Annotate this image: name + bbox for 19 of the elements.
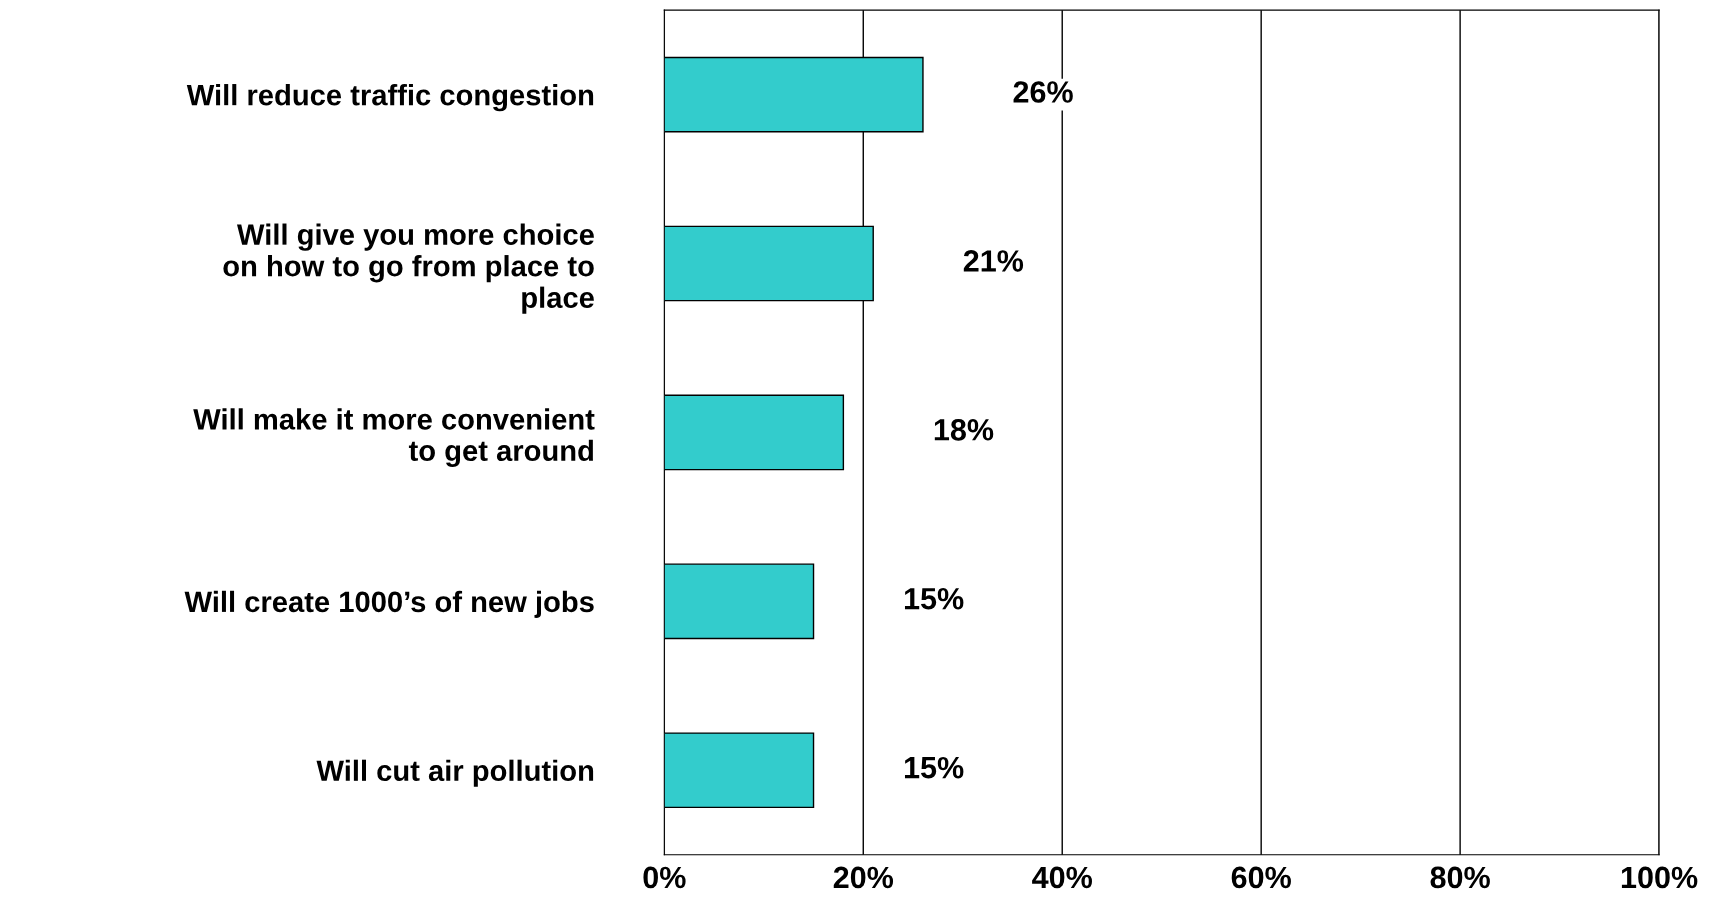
y-tick-label: Will cut air pollution [316,759,594,787]
x-tick-label: 20% [833,866,894,889]
bar [664,732,815,809]
data-label: 15% [904,587,964,610]
data-label: 15% [904,756,964,779]
y-tick-label: Will give you more choice on how to go from place to place [223,223,594,314]
data-label: 21% [963,250,1024,272]
bar [664,394,845,471]
y-tick-label: Will reduce traffic congestion [186,84,594,112]
x-tick-label: 80% [1430,866,1490,889]
x-tick-label: 40% [1032,866,1092,889]
data-label: 18% [934,418,994,441]
x-tick-label: 60% [1231,866,1291,889]
x-tick-label: 100% [1621,866,1698,889]
y-tick-label: Will make it more convenient to get around [193,408,595,467]
y-tick-label: Will create 1000’s of new jobs [184,590,594,618]
x-tick-label: 0% [643,866,686,889]
data-label: 26% [1013,81,1073,103]
bar [664,563,815,640]
